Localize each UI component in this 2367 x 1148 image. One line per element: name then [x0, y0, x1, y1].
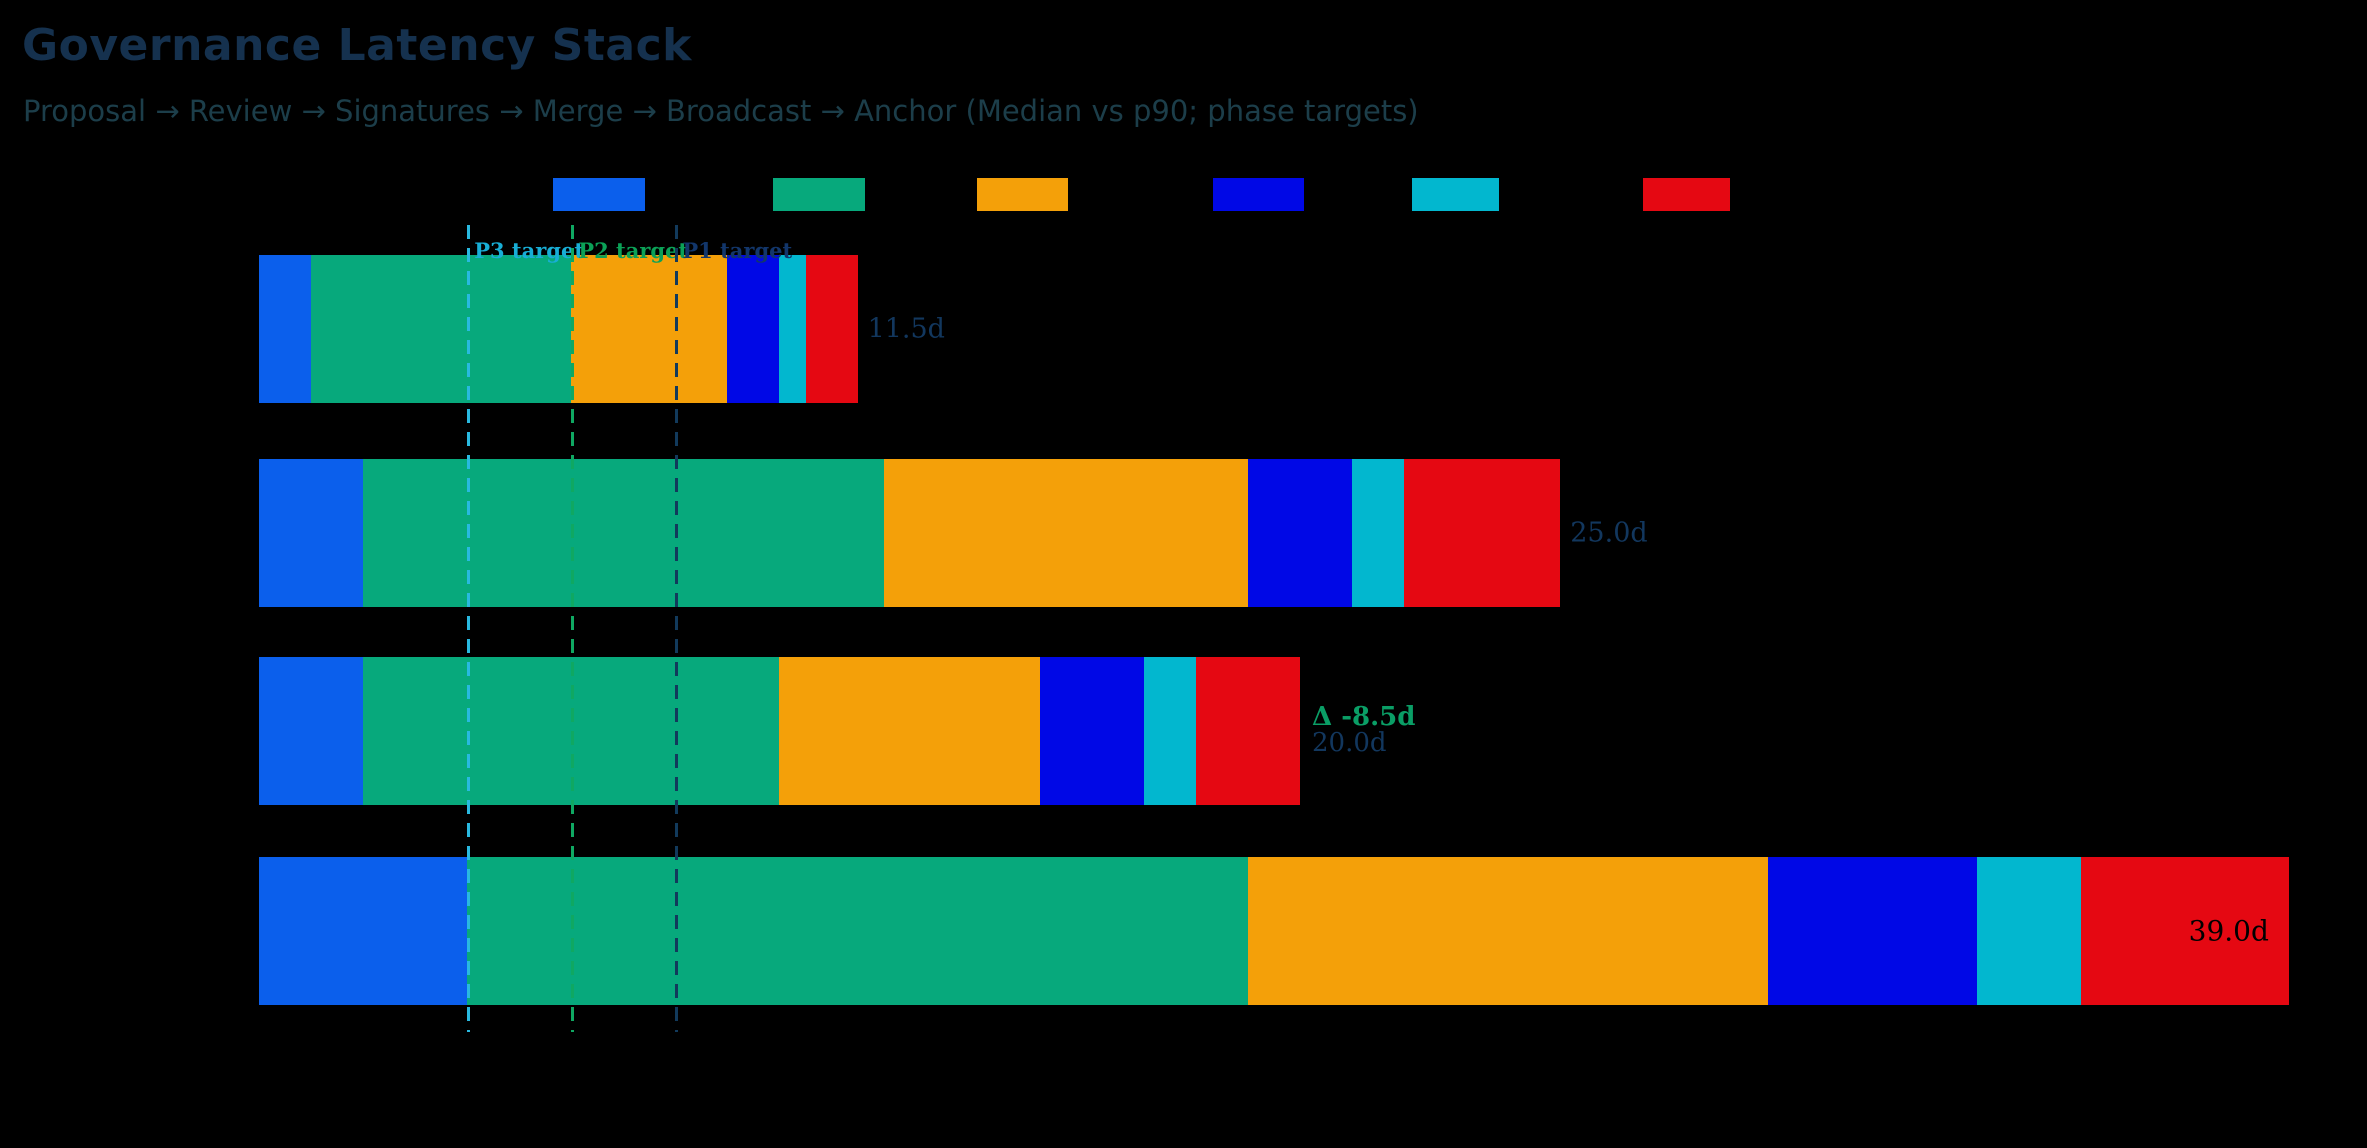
bar-segment-merge	[1247, 459, 1353, 607]
delta-total-labels: Δ -8.5d 20.0d	[1312, 704, 1415, 756]
bar-segment-anchor	[805, 255, 858, 403]
bar-segment-proposal	[259, 657, 364, 805]
target-label-p3-target: P3 target	[474, 238, 585, 263]
legend-swatch-broadcast	[1412, 178, 1499, 211]
bar-segment-broadcast	[1143, 657, 1196, 805]
bar-segment-anchor	[1404, 459, 1561, 607]
target-line-p2-target	[571, 225, 575, 1032]
legend-swatch-signatures	[977, 178, 1068, 211]
bar-segment-review	[311, 255, 572, 403]
bar-segment-proposal	[259, 255, 312, 403]
target-line-p3-target	[467, 225, 471, 1032]
legend-swatch-anchor	[1643, 178, 1730, 211]
target-line-p1-target	[675, 225, 679, 1032]
total-label: 39.0d	[2188, 914, 2269, 948]
bar-segment-broadcast	[779, 255, 806, 403]
bar-segment-review	[363, 459, 884, 607]
bar-segment-proposal	[259, 857, 468, 1005]
bar-segment-review	[467, 857, 1248, 1005]
total-label: 11.5d	[867, 313, 945, 345]
bar-segment-signatures	[571, 255, 728, 403]
bar-segment-merge	[727, 255, 780, 403]
bar-segment-anchor	[1195, 657, 1300, 805]
bar-segment-merge	[1039, 657, 1144, 805]
bar-segment-signatures	[779, 657, 1040, 805]
bar-row-2: 25.0d	[259, 459, 1648, 607]
bar-segment-broadcast	[1976, 857, 2081, 1005]
bar-segment-merge	[1768, 857, 1977, 1005]
legend-swatch-proposal	[553, 178, 645, 211]
bar-segment-broadcast	[1352, 459, 1405, 607]
bar-row-4: 39.0d	[259, 857, 2289, 1005]
bar-segment-anchor	[2080, 857, 2289, 1005]
bar-row-1: 11.5d	[259, 255, 945, 403]
legend-swatch-review	[773, 178, 865, 211]
bar-segment-signatures	[883, 459, 1248, 607]
chart-subtitle: Proposal → Review → Signatures → Merge →…	[23, 94, 1419, 128]
legend-swatch-merge	[1213, 178, 1304, 211]
bar-segment-proposal	[259, 459, 364, 607]
chart-title: Governance Latency Stack	[22, 20, 692, 71]
bar-segment-signatures	[1247, 857, 1769, 1005]
total-label: 20.0d	[1312, 727, 1387, 758]
target-label-p1-target: P1 target	[682, 238, 793, 263]
target-label-p2-target: P2 target	[578, 238, 689, 263]
bar-row-3: Δ -8.5d 20.0d	[259, 657, 1415, 805]
delta-label: Δ -8.5d	[1312, 701, 1416, 732]
bar-segment-review	[363, 657, 780, 805]
total-label: 25.0d	[1570, 517, 1648, 549]
